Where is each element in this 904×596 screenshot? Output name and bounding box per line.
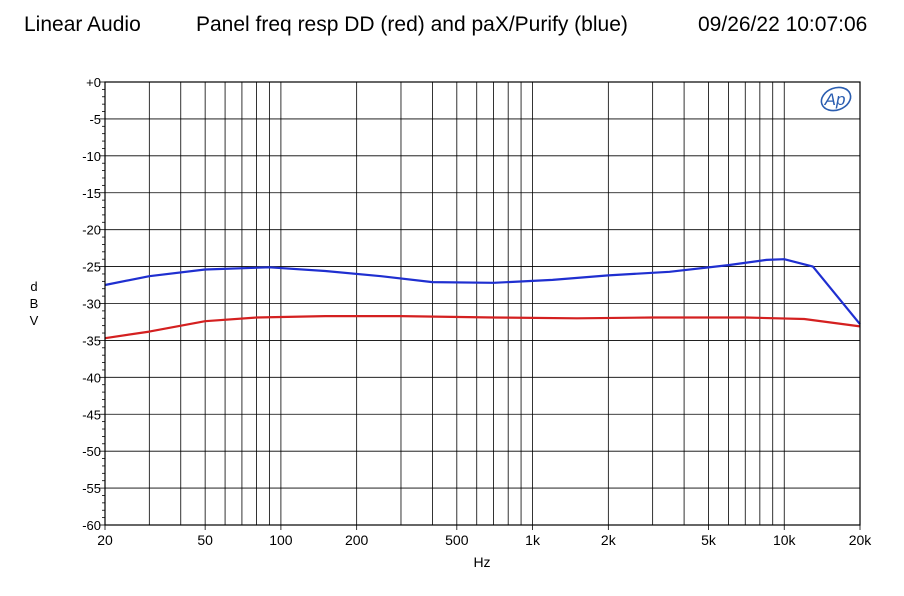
y-tick-label: -25 <box>82 260 101 275</box>
y-axis-label-char: V <box>30 313 39 328</box>
y-tick-label: -55 <box>82 481 101 496</box>
y-tick-label: -30 <box>82 297 101 312</box>
timestamp: 09/26/22 10:07:06 <box>698 13 868 36</box>
chart-series <box>104 258 861 340</box>
y-tick-label: -40 <box>82 370 101 385</box>
y-tick-label: -45 <box>82 407 101 422</box>
x-tick-label: 500 <box>445 532 469 548</box>
chart-title: Panel freq resp DD (red) and paX/Purify … <box>196 13 628 36</box>
y-tick-label: +0 <box>86 75 101 90</box>
y-tick-label: -60 <box>82 518 101 533</box>
x-tick-label: 100 <box>269 532 293 548</box>
y-axis-ticks: +0 -5 -10 -15 -20 -25 -30 -35 -40 -45 -50 -55 -60 <box>82 75 105 533</box>
x-tick-label: 2k <box>601 532 617 548</box>
x-tick-label: 1k <box>525 532 541 548</box>
series-line-0 <box>104 315 861 340</box>
y-tick-label: -20 <box>82 223 101 238</box>
x-tick-label: 20k <box>849 532 873 548</box>
x-tick-label: 5k <box>701 532 717 548</box>
x-tick-label: 50 <box>197 532 213 548</box>
x-tick-label: 200 <box>345 532 369 548</box>
x-axis-label: Hz <box>473 554 490 570</box>
y-tick-label: -15 <box>82 186 101 201</box>
chart-grid <box>105 81 860 526</box>
y-tick-label: -50 <box>82 444 101 459</box>
logo-text: Ap <box>824 90 846 109</box>
x-axis-ticks: 20 50 100 200 500 1k 2k 5k 10k 20k <box>97 525 872 548</box>
y-axis-label: dBV <box>30 279 39 328</box>
y-tick-label: -35 <box>82 333 101 348</box>
series-line-1 <box>104 258 861 325</box>
y-axis-label-char: d <box>30 279 37 294</box>
y-axis-label-char: B <box>30 296 39 311</box>
ap-logo-icon: Ap <box>820 86 852 112</box>
header-brand: Linear Audio <box>24 13 141 36</box>
y-tick-label: -10 <box>82 149 101 164</box>
y-tick-label: -5 <box>89 112 101 127</box>
x-tick-label: 20 <box>97 532 113 548</box>
x-tick-label: 10k <box>773 532 797 548</box>
